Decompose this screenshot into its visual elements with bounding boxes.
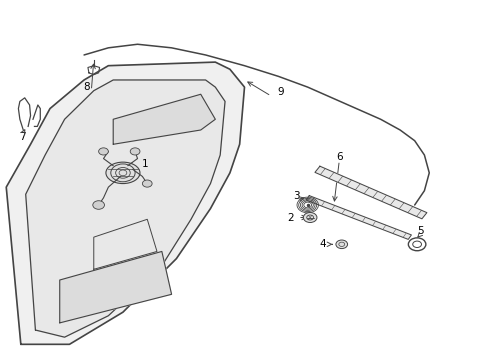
Polygon shape: [26, 80, 224, 337]
Circle shape: [130, 148, 140, 155]
Polygon shape: [314, 166, 426, 219]
Text: 7: 7: [20, 132, 26, 142]
Circle shape: [99, 148, 108, 155]
Text: 9: 9: [277, 87, 284, 98]
Text: 3: 3: [293, 191, 299, 201]
Text: 1: 1: [141, 159, 148, 169]
Text: 6: 6: [335, 152, 342, 162]
Polygon shape: [305, 195, 410, 239]
Text: 8: 8: [83, 82, 90, 92]
Polygon shape: [6, 62, 244, 344]
Circle shape: [93, 201, 104, 209]
Text: 4: 4: [318, 239, 325, 249]
Polygon shape: [60, 251, 171, 323]
Circle shape: [142, 180, 152, 187]
Text: 5: 5: [416, 226, 423, 236]
Text: 2: 2: [287, 212, 293, 222]
Circle shape: [335, 240, 347, 249]
Ellipse shape: [106, 162, 140, 184]
Circle shape: [303, 212, 316, 222]
Polygon shape: [113, 94, 215, 144]
